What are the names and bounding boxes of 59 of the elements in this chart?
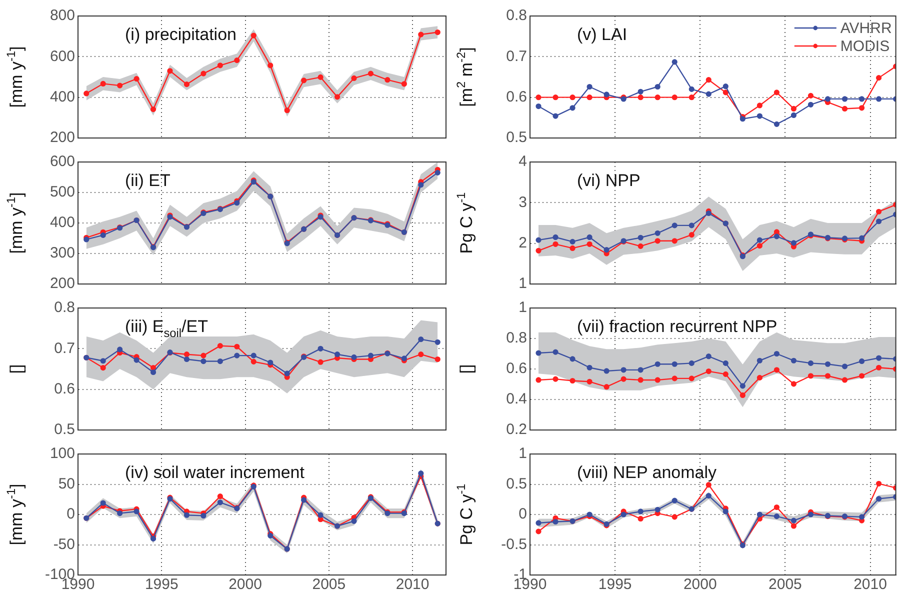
y-tick-label: 400 <box>50 214 75 232</box>
y-tick-label: 800 <box>50 7 75 24</box>
y-tick-label: 500 <box>50 184 75 201</box>
x-tick-label: 2005 <box>312 576 346 594</box>
legend-label: MODIS <box>840 38 890 56</box>
y-tick-label: 0.6 <box>506 88 527 106</box>
y-tick-label: 400 <box>50 88 75 106</box>
y-tick-label: 0.5 <box>506 475 527 492</box>
x-tick-label: 2005 <box>768 576 802 594</box>
y-tick-label: 0.7 <box>506 48 527 65</box>
y-axis-title: Pg C y-1 <box>454 192 476 254</box>
y-tick-label: 0 <box>66 506 75 523</box>
text: (i) precipitation <box>125 25 236 44</box>
x-tick-label: 2000 <box>683 576 717 594</box>
y-tick-label: 0.6 <box>54 380 75 398</box>
text: (vi) NPP <box>577 171 640 190</box>
x-tick-label: 1995 <box>598 576 632 594</box>
y-axis-title: [mm y-1] <box>4 192 26 254</box>
text: (iv) soil water increment <box>125 463 305 482</box>
y-tick-label: 1 <box>518 299 527 316</box>
y-axis-title: [mm y-1] <box>4 484 26 546</box>
y-tick-label: 0.8 <box>54 299 75 316</box>
y-tick-label: 0.8 <box>506 7 527 24</box>
legend-label: AVHRR <box>840 20 892 38</box>
x-tick-label: 2000 <box>228 576 262 594</box>
y-tick-label: 0.6 <box>506 360 527 378</box>
y-tick-label: 300 <box>50 244 75 262</box>
y-tick-label: 1 <box>518 275 527 292</box>
x-tick-label: 2010 <box>396 576 430 594</box>
y-tick-label: 600 <box>50 48 75 65</box>
y-tick-label: 2 <box>518 234 527 252</box>
y-tick-label: 4 <box>518 153 527 170</box>
text: (ii) ET <box>125 171 170 190</box>
y-tick-label: 0.8 <box>506 330 527 347</box>
y-tick-label: 0.5 <box>506 129 527 146</box>
y-tick-label: -50 <box>53 536 75 553</box>
y-axis-title: [m2 m-2] <box>454 47 476 107</box>
y-tick-label: 1 <box>518 445 527 462</box>
y-tick-label: 200 <box>50 129 75 146</box>
y-tick-label: 200 <box>50 275 75 292</box>
y-tick-label: -0.5 <box>501 536 527 553</box>
y-axis-title: Pg C y-1 <box>454 483 476 546</box>
text: (vii) fraction recurrent NPP <box>577 317 778 336</box>
y-tick-label: 50 <box>58 475 75 492</box>
text: (v) LAI <box>577 25 628 44</box>
y-axis-title: [mm y-1] <box>4 46 26 108</box>
text: (viii) NEP anomaly <box>577 463 718 482</box>
x-tick-label: 2010 <box>854 576 887 594</box>
y-axis-title: [] <box>457 364 476 374</box>
y-axis-title: [] <box>7 364 26 374</box>
y-tick-label: 0.7 <box>54 340 75 357</box>
y-tick-label: 3 <box>518 194 527 211</box>
y-tick-label: 100 <box>50 445 75 462</box>
y-tick-label: 0 <box>518 506 527 523</box>
y-tick-label: 0.2 <box>506 421 527 438</box>
x-tick-label: 1995 <box>144 576 178 594</box>
y-tick-label: 600 <box>50 153 75 170</box>
y-tick-label: 0.5 <box>54 421 75 438</box>
y-tick-label: 0.4 <box>506 390 527 408</box>
